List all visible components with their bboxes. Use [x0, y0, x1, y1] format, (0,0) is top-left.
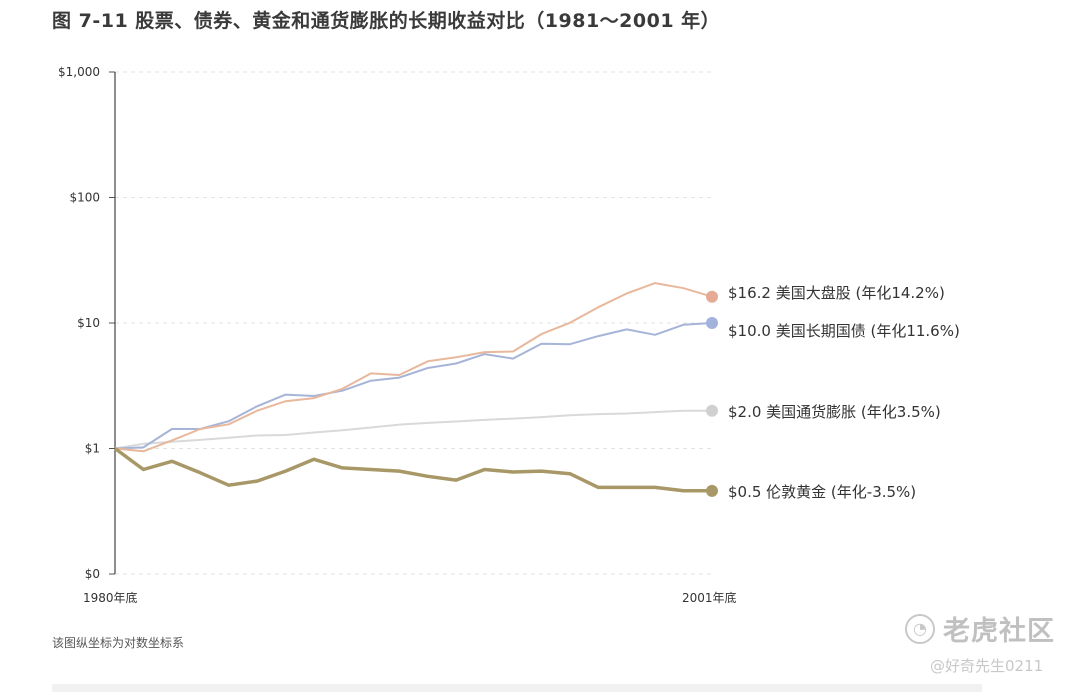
series-line: [113, 447, 712, 493]
end-point-marker: [706, 484, 718, 497]
brand-name: 老虎社区: [943, 616, 1055, 647]
end-point-marker: [706, 404, 718, 417]
series-line: [114, 282, 713, 453]
chart-title: 图 7-11 股票、债券、黄金和通货膨胀的长期收益对比（1981～2001 年）: [52, 10, 721, 32]
tiger-logo-icon: ◔: [905, 613, 935, 644]
series-end-label: $16.2 美国大盘股 (年化14.2%): [728, 284, 945, 302]
end-point-marker: [706, 317, 718, 329]
x-tick-label: 2001年底: [682, 590, 737, 605]
y-tick-label: $0: [85, 567, 100, 581]
series-end-label: $0.5 伦敦黄金 (年化-3.5%): [728, 483, 916, 501]
y-tick-label: $1: [85, 442, 100, 456]
series-end-label: $10.0 美国长期国债 (年化11.6%): [728, 322, 960, 340]
y-tick-label: $100: [69, 191, 100, 205]
series-line: [114, 409, 712, 450]
series-line: [114, 322, 713, 450]
x-tick-label: 1980年底: [83, 590, 138, 605]
series-end-label: $2.0 美国通货膨胀 (年化3.5%): [728, 403, 941, 421]
author-handle: @好奇先生0211: [930, 657, 1044, 675]
y-tick-label: $10: [77, 316, 100, 330]
y-tick-label: $1,000: [58, 65, 100, 79]
chart-footnote: 该图纵坐标为对数坐标系: [52, 636, 185, 650]
brand-watermark: ◔ 老虎社区: [905, 609, 1055, 648]
end-point-marker: [706, 290, 718, 303]
bottom-divider: [52, 684, 982, 692]
